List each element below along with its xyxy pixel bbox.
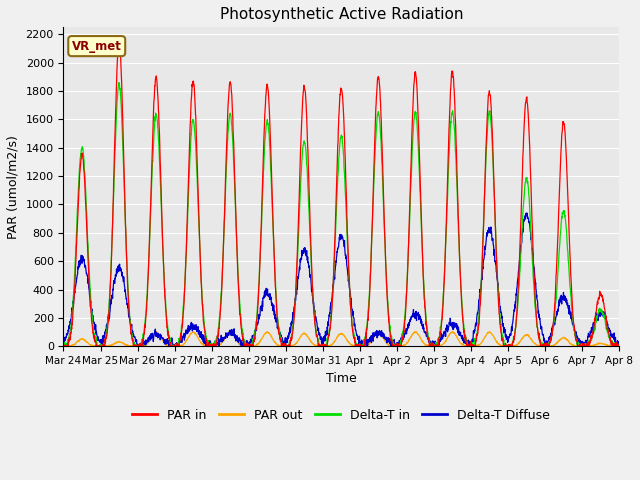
PAR out bbox=[60, 343, 67, 349]
Legend: PAR in, PAR out, Delta-T in, Delta-T Diffuse: PAR in, PAR out, Delta-T in, Delta-T Dif… bbox=[127, 404, 556, 427]
Line: Delta-T in: Delta-T in bbox=[63, 83, 619, 346]
Delta-T Diffuse bbox=[582, 340, 589, 346]
Delta-T in bbox=[503, 343, 511, 349]
Delta-T in bbox=[115, 80, 123, 85]
X-axis label: Time: Time bbox=[326, 372, 356, 384]
Delta-T Diffuse bbox=[566, 311, 574, 316]
Delta-T in bbox=[566, 285, 574, 290]
PAR in bbox=[566, 262, 574, 267]
Delta-T in bbox=[60, 343, 67, 349]
PAR out bbox=[615, 343, 623, 349]
Delta-T in bbox=[358, 342, 365, 348]
PAR in bbox=[60, 343, 68, 349]
Delta-T in bbox=[370, 190, 378, 195]
Delta-T in bbox=[582, 343, 589, 349]
PAR in bbox=[115, 39, 123, 45]
Line: Delta-T Diffuse: Delta-T Diffuse bbox=[63, 213, 619, 346]
PAR out bbox=[60, 343, 68, 349]
Delta-T in bbox=[615, 343, 623, 349]
Line: PAR in: PAR in bbox=[63, 42, 619, 346]
Delta-T Diffuse bbox=[615, 343, 623, 349]
PAR in bbox=[358, 343, 365, 349]
PAR out bbox=[503, 343, 511, 349]
PAR in bbox=[615, 343, 623, 349]
PAR in bbox=[582, 343, 589, 349]
Delta-T Diffuse bbox=[503, 334, 511, 339]
PAR in bbox=[370, 169, 378, 175]
Y-axis label: PAR (umol/m2/s): PAR (umol/m2/s) bbox=[7, 135, 20, 239]
Line: PAR out: PAR out bbox=[63, 331, 619, 346]
PAR out bbox=[370, 335, 378, 340]
Delta-T in bbox=[215, 325, 223, 331]
PAR out bbox=[215, 343, 223, 348]
Delta-T Diffuse bbox=[134, 343, 141, 349]
Title: Photosynthetic Active Radiation: Photosynthetic Active Radiation bbox=[220, 7, 463, 22]
Delta-T Diffuse bbox=[215, 338, 223, 344]
PAR in bbox=[503, 343, 511, 348]
PAR in bbox=[215, 325, 223, 331]
PAR out bbox=[566, 341, 574, 347]
Delta-T Diffuse bbox=[370, 330, 378, 336]
PAR out bbox=[358, 343, 365, 349]
Delta-T Diffuse bbox=[523, 210, 531, 216]
Delta-T Diffuse bbox=[358, 341, 365, 347]
Text: VR_met: VR_met bbox=[72, 40, 122, 53]
PAR out bbox=[582, 343, 589, 349]
PAR out bbox=[226, 328, 234, 334]
PAR in bbox=[60, 341, 67, 347]
Delta-T Diffuse bbox=[60, 338, 67, 344]
